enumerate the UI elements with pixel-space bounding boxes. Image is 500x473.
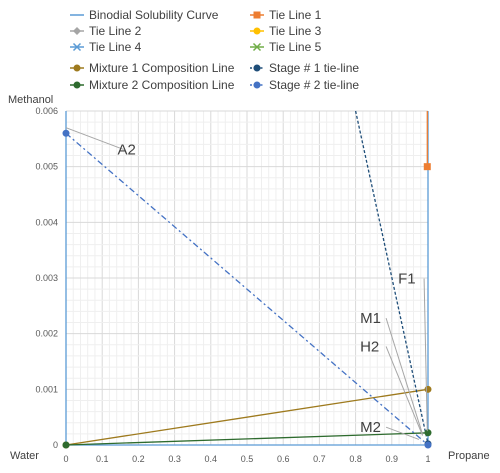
gridlines [65, 110, 429, 446]
axes: 0 0.1 0.2 0.3 0.4 0.5 0.6 0.7 0.8 0.9 1 0 0.001 0.002… [35, 106, 430, 464]
x-axis-label-right: Propane [448, 450, 490, 462]
annotations: A2 F1 M1 H2 M2 [65, 127, 428, 440]
series-mixture-2-composition-line-point [424, 429, 432, 437]
legend-label: Tie Line 4 [89, 40, 142, 54]
x-tick-label: 0.5 [241, 454, 254, 464]
x-tick-label: 0.9 [386, 454, 399, 464]
series-mixture-1-composition-line-point [424, 385, 432, 393]
legend-item[interactable]: Tie Line 3 [250, 24, 322, 38]
y-tick-label: 0.001 [35, 384, 58, 394]
legend-label: Stage # 1 tie-line [269, 61, 359, 75]
legend-marker [253, 11, 261, 19]
series-stage-2-tie-line-point [62, 129, 70, 137]
legend-marker [252, 42, 262, 52]
legend-marker [73, 27, 81, 35]
legend-marker [253, 81, 261, 89]
x-tick-label: 0.7 [313, 454, 326, 464]
series-binodial-solubility-curve-line [65, 111, 429, 446]
legend-label: Tie Line 1 [269, 8, 322, 22]
y-tick-label: 0.004 [35, 217, 58, 227]
annotation-leader [423, 278, 428, 432]
legend-marker [253, 27, 261, 35]
y-tick-label: 0.003 [35, 273, 58, 283]
legend-marker [73, 81, 81, 89]
series-stage-2-tie-line-point [424, 441, 432, 449]
x-tick-label: 0.6 [277, 454, 290, 464]
legend-label: Mixture 2 Composition Line [89, 78, 235, 92]
legend-item[interactable]: Tie Line 5 [250, 40, 322, 54]
legend-item[interactable]: Stage # 2 tie-line [250, 78, 359, 92]
legend-label: Binodial Solubility Curve [89, 8, 219, 22]
legend-item[interactable]: Binodial Solubility Curve [70, 8, 219, 22]
legend-marker [253, 64, 261, 72]
x-axis-label-left: Water [10, 450, 39, 462]
legend-item[interactable]: Stage # 1 tie-line [250, 61, 359, 75]
annotation-label: F1 [398, 271, 416, 288]
x-tick-label: 0.8 [349, 454, 362, 464]
x-tick-label: 0.4 [205, 454, 218, 464]
x-tick-label: 0.1 [96, 454, 109, 464]
x-tick-label: 0.2 [132, 454, 145, 464]
legend-label: Tie Line 3 [269, 24, 322, 38]
series-stage-1-tie-line-line [354, 110, 429, 445]
legend-label: Tie Line 2 [89, 24, 142, 38]
legend-label: Tie Line 5 [269, 40, 322, 54]
annotation-leader [385, 346, 424, 436]
series-mixture-2-composition-line-point [62, 441, 70, 449]
x-tick-label: 0.3 [168, 454, 181, 464]
series-stage-2-tie-line-line [65, 132, 429, 446]
series-mixture-2-composition-line-line [65, 432, 429, 446]
legend-item[interactable]: Tie Line 1 [250, 8, 322, 22]
series-tie-line-1-point [423, 163, 431, 171]
series-mixture-1-composition-line-line [65, 388, 429, 446]
legend[interactable]: Binodial Solubility Curve Tie Line 1 Tie L… [70, 8, 359, 92]
legend-item[interactable]: Tie Line 4 [70, 40, 142, 54]
annotation-leader [65, 127, 124, 150]
legend-item[interactable]: Tie Line 2 [70, 24, 142, 38]
annotation-leader [385, 426, 420, 440]
x-tick-label: 1 [425, 454, 430, 464]
x-tick-label: 0 [63, 454, 68, 464]
annotation-label: M1 [360, 310, 381, 327]
annotation-label: M2 [360, 419, 381, 436]
y-tick-label: 0.002 [35, 329, 58, 339]
y-axis-label: Methanol [8, 94, 53, 106]
y-tick-label: 0.006 [35, 106, 58, 116]
y-tick-label: 0.005 [35, 162, 58, 172]
legend-item[interactable]: Mixture 1 Composition Line [70, 61, 235, 75]
legend-label: Stage # 2 tie-line [269, 78, 359, 92]
series [62, 110, 432, 449]
legend-marker [73, 64, 81, 72]
annotation-label: A2 [118, 141, 136, 158]
annotation-leader [385, 317, 424, 435]
y-tick-label: 0 [53, 440, 58, 450]
annotation-label: H2 [360, 338, 379, 355]
legend-item[interactable]: Mixture 2 Composition Line [70, 78, 235, 92]
legend-marker [72, 42, 82, 52]
legend-label: Mixture 1 Composition Line [89, 61, 235, 75]
